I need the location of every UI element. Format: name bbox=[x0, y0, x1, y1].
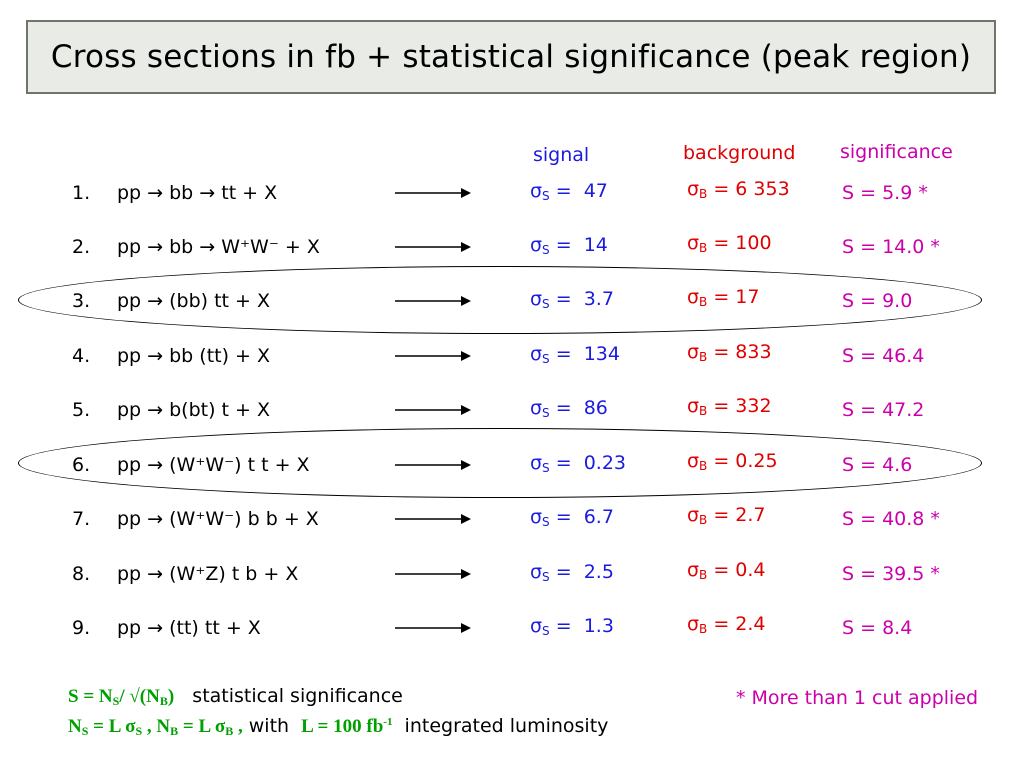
background-header: background bbox=[683, 142, 796, 164]
row-number: 5. bbox=[72, 399, 91, 421]
signal-cross-section: σS = 134 bbox=[530, 343, 620, 366]
signal-cross-section: σS = 1.3 bbox=[530, 615, 614, 638]
arrow-icon bbox=[395, 405, 471, 415]
process-label: pp → bb → tt + X bbox=[117, 182, 278, 204]
signal-header: signal bbox=[533, 144, 590, 166]
significance-formula-line: S = NS/ √(NB) statistical significance bbox=[68, 685, 403, 709]
table-row: 2. pp → bb → W⁺W⁻ + X σS = 14 σB = 100 S = 1… bbox=[0, 232, 1024, 276]
significance-desc: statistical significance bbox=[192, 685, 403, 707]
table-row: 4. pp → bb (tt) + X σS = 134 σB = 833 S = 46… bbox=[0, 341, 1024, 385]
process-label: pp → bb (tt) + X bbox=[117, 345, 271, 367]
row-number: 4. bbox=[72, 345, 91, 367]
luminosity-formula-line: NS = L σS , NB = L σB , with L = 100 fb-… bbox=[68, 715, 608, 739]
background-cross-section: σB = 6 353 bbox=[687, 178, 790, 201]
luminosity-desc: integrated luminosity bbox=[404, 715, 609, 737]
row-number: 9. bbox=[72, 617, 91, 639]
luminosity-value: L = 100 fb-1 bbox=[301, 716, 393, 737]
table-row: 1. pp → bb → tt + X σS = 47 σB = 6 353 S = 5… bbox=[0, 178, 1024, 222]
process-label: pp → (W⁺Z) t b + X bbox=[117, 563, 299, 585]
significance-value: S = 46.4 bbox=[842, 345, 925, 367]
significance-header: significance bbox=[840, 141, 953, 163]
row-number: 7. bbox=[72, 508, 91, 530]
arrow-icon bbox=[395, 188, 471, 198]
significance-value: S = 39.5 * bbox=[842, 563, 940, 585]
table-row: 7. pp → (W⁺W⁻) b b + X σS = 6.7 σB = 2.7 S =… bbox=[0, 504, 1024, 548]
row-number: 2. bbox=[72, 236, 91, 258]
table-row: 8. pp → (W⁺Z) t b + X σS = 2.5 σB = 0.4 S = … bbox=[0, 559, 1024, 603]
significance-value: S = 40.8 * bbox=[842, 508, 940, 530]
arrow-icon bbox=[395, 569, 471, 579]
significance-formula: S = NS/ √(NB) bbox=[68, 686, 175, 708]
background-cross-section: σB = 332 bbox=[687, 395, 772, 418]
background-cross-section: σB = 100 bbox=[687, 232, 772, 255]
row-number: 1. bbox=[72, 182, 91, 204]
significance-value: S = 8.4 bbox=[842, 617, 913, 639]
table-row: 5. pp → b(bt) t + X σS = 86 σB = 332 S = 47.… bbox=[0, 395, 1024, 439]
significance-value: S = 47.2 bbox=[842, 399, 925, 421]
arrow-icon bbox=[395, 623, 471, 633]
table-row: 9. pp → (tt) tt + X σS = 1.3 σB = 2.4 S = 8.… bbox=[0, 613, 1024, 657]
signal-cross-section: σS = 14 bbox=[530, 234, 608, 257]
row-number: 8. bbox=[72, 563, 91, 585]
background-cross-section: σB = 2.7 bbox=[687, 504, 766, 527]
title-box: Cross sections in fb + statistical signi… bbox=[26, 20, 996, 94]
signal-cross-section: σS = 2.5 bbox=[530, 561, 614, 584]
slide-title: Cross sections in fb + statistical signi… bbox=[50, 39, 972, 75]
background-cross-section: σB = 0.4 bbox=[687, 559, 766, 582]
with-word: with bbox=[248, 715, 290, 737]
significance-value: S = 14.0 * bbox=[842, 236, 940, 258]
highlight-ellipse-row-3 bbox=[18, 266, 982, 334]
significance-value: S = 5.9 * bbox=[842, 182, 928, 204]
signal-cross-section: σS = 47 bbox=[530, 180, 608, 203]
arrow-icon bbox=[395, 514, 471, 524]
process-label: pp → (tt) tt + X bbox=[117, 617, 261, 639]
background-cross-section: σB = 2.4 bbox=[687, 613, 766, 636]
cut-note: * More than 1 cut applied bbox=[736, 687, 979, 709]
process-label: pp → (W⁺W⁻) b b + X bbox=[117, 508, 319, 530]
signal-cross-section: σS = 6.7 bbox=[530, 506, 614, 529]
signal-cross-section: σS = 86 bbox=[530, 397, 608, 420]
highlight-ellipse-row-6 bbox=[18, 428, 982, 498]
process-label: pp → b(bt) t + X bbox=[117, 399, 271, 421]
arrow-icon bbox=[395, 242, 471, 252]
background-cross-section: σB = 833 bbox=[687, 341, 772, 364]
arrow-icon bbox=[395, 351, 471, 361]
event-count-formula: NS = L σS , NB = L σB , bbox=[68, 716, 243, 738]
process-label: pp → bb → W⁺W⁻ + X bbox=[117, 236, 320, 258]
